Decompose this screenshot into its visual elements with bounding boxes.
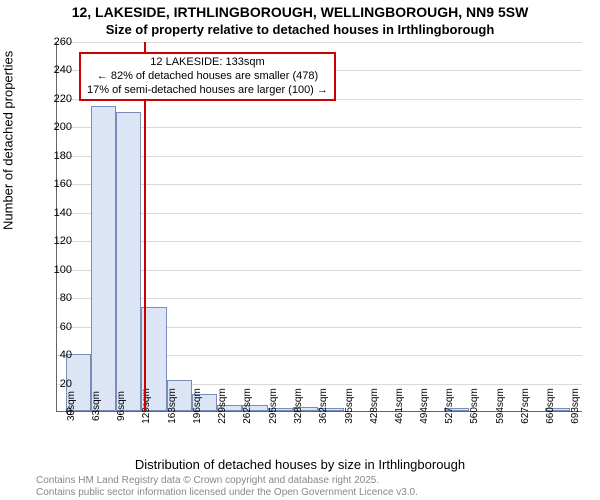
x-tick-label: 461sqm	[394, 388, 405, 424]
annotation-box: 12 LAKESIDE: 133sqm← 82% of detached hou…	[79, 52, 336, 101]
chart-title-sub: Size of property relative to detached ho…	[0, 22, 600, 37]
y-tick-label: 180	[54, 150, 72, 162]
x-tick-label: 494sqm	[419, 388, 430, 424]
y-axis-label: Number of detached properties	[1, 51, 16, 230]
annotation-line: ← 82% of detached houses are smaller (47…	[87, 70, 328, 84]
x-tick-label: 196sqm	[192, 388, 203, 424]
y-tick-label: 100	[54, 264, 72, 276]
chart-title-main: 12, LAKESIDE, IRTHLINGBOROUGH, WELLINGBO…	[0, 4, 600, 20]
attribution-line: Contains HM Land Registry data © Crown c…	[36, 475, 418, 487]
y-tick-label: 240	[54, 64, 72, 76]
histogram-bar	[91, 106, 116, 411]
plot-area: 30sqm63sqm96sqm129sqm163sqm196sqm229sqm2…	[56, 42, 582, 412]
annotation-line: 12 LAKESIDE: 133sqm	[87, 56, 328, 70]
x-tick-label: 560sqm	[469, 388, 480, 424]
x-tick-label: 527sqm	[444, 388, 455, 424]
attribution-line: Contains public sector information licen…	[36, 487, 418, 499]
x-tick-label: 660sqm	[545, 388, 556, 424]
x-tick-label: 295sqm	[268, 388, 279, 424]
x-tick-label: 693sqm	[570, 388, 581, 424]
attribution-text: Contains HM Land Registry data © Crown c…	[36, 475, 418, 498]
x-tick-label: 129sqm	[141, 388, 152, 424]
x-tick-label: 328sqm	[293, 388, 304, 424]
x-tick-label: 63sqm	[91, 391, 102, 421]
y-tick-label: 260	[54, 36, 72, 48]
x-tick-label: 163sqm	[167, 388, 178, 424]
y-tick-label: 60	[60, 321, 72, 333]
y-tick-label: 40	[60, 349, 72, 361]
gridline	[57, 42, 582, 43]
x-tick-label: 428sqm	[369, 388, 380, 424]
y-tick-label: 120	[54, 235, 72, 247]
y-tick-label: 220	[54, 93, 72, 105]
x-tick-label: 395sqm	[344, 388, 355, 424]
x-tick-label: 594sqm	[495, 388, 506, 424]
y-tick-label: 200	[54, 121, 72, 133]
x-tick-label: 229sqm	[217, 388, 228, 424]
x-axis-label: Distribution of detached houses by size …	[0, 457, 600, 472]
y-tick-label: 20	[60, 378, 72, 390]
y-tick-label: 0	[66, 406, 72, 418]
x-tick-label: 362sqm	[318, 388, 329, 424]
y-tick-label: 80	[60, 292, 72, 304]
x-tick-label: 627sqm	[520, 388, 531, 424]
x-tick-label: 96sqm	[116, 391, 127, 421]
histogram-bar	[116, 112, 141, 411]
y-tick-label: 140	[54, 207, 72, 219]
annotation-line: 17% of semi-detached houses are larger (…	[87, 84, 328, 98]
x-tick-label: 262sqm	[242, 388, 253, 424]
y-tick-label: 160	[54, 178, 72, 190]
